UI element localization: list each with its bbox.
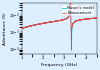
Y-axis label: Admittance (S): Admittance (S)	[4, 12, 8, 45]
Measurement	[21, 28, 22, 29]
Measurement	[69, 14, 70, 15]
Measurement	[71, 49, 72, 50]
Mason's model	[65, 18, 67, 19]
Mason's model	[81, 19, 82, 20]
Mason's model	[48, 22, 49, 23]
Measurement	[81, 19, 82, 20]
X-axis label: Frequency (GHz): Frequency (GHz)	[41, 63, 77, 66]
Mason's model	[77, 20, 78, 21]
Mason's model	[25, 27, 26, 28]
Measurement	[77, 20, 78, 21]
Mason's model	[21, 28, 22, 29]
Legend: Mason's model, Measurement: Mason's model, Measurement	[61, 5, 95, 16]
Line: Measurement: Measurement	[22, 0, 96, 50]
Line: Mason's model: Mason's model	[22, 0, 96, 50]
Mason's model	[69, 15, 70, 16]
Mason's model	[71, 50, 72, 51]
Measurement	[25, 27, 26, 28]
